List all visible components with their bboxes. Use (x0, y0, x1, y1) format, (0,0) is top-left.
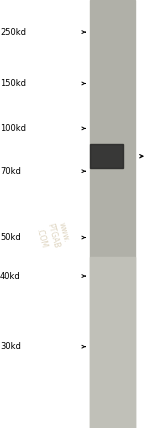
Text: www.
PTGAB
.COM: www. PTGAB .COM (33, 219, 72, 252)
Text: 70kd: 70kd (0, 166, 21, 176)
Bar (90, 0, 135, 428)
Text: 50kd: 50kd (0, 233, 21, 242)
Text: 150kd: 150kd (0, 79, 26, 88)
Text: 30kd: 30kd (0, 342, 21, 351)
Bar (90, 257, 135, 428)
Bar (90, 145, 123, 168)
Text: 40kd: 40kd (0, 271, 21, 281)
Text: 100kd: 100kd (0, 124, 26, 133)
Text: 250kd: 250kd (0, 27, 26, 37)
